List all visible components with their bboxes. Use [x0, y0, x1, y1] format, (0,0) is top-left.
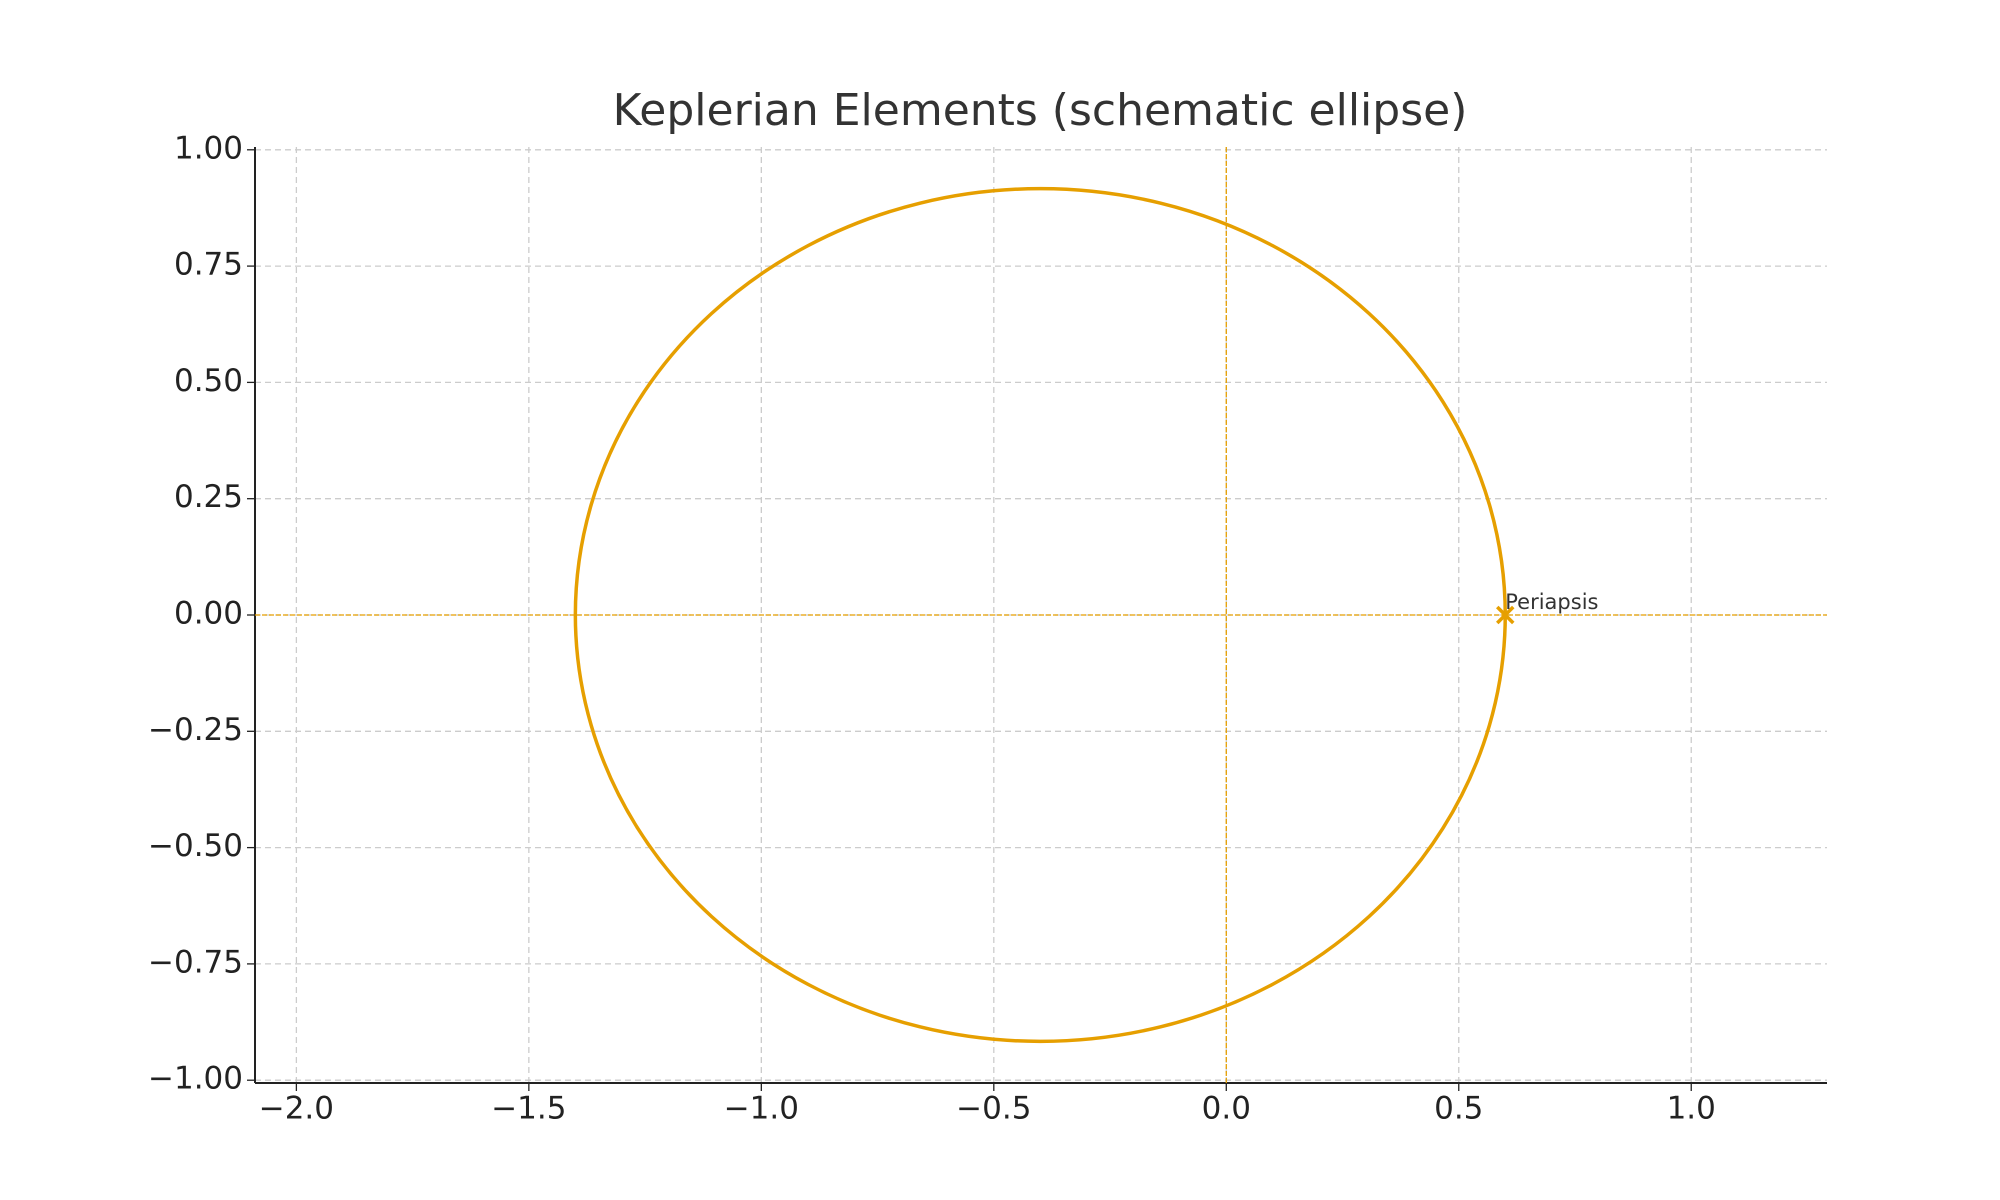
y-tick-label: −0.50 [148, 828, 243, 864]
x-tick-label: 1.0 [1667, 1091, 1716, 1127]
y-tick-label: 0.50 [174, 363, 243, 399]
y-tick-label: −1.00 [148, 1061, 243, 1097]
x-tick-label: 0.5 [1434, 1091, 1483, 1127]
y-tick-label: −0.75 [148, 944, 243, 980]
y-tick-label: 0.25 [174, 479, 243, 515]
y-tick-label: 1.00 [174, 130, 243, 166]
x-tick-label: −1.0 [724, 1091, 799, 1127]
y-tick-label: 0.00 [174, 596, 243, 632]
point-marker [1496, 605, 1515, 625]
x-tick-label: −1.5 [491, 1091, 566, 1127]
orbit-line [573, 186, 1507, 1044]
x-tick-label: −2.0 [259, 1091, 334, 1127]
y-tick-label: 0.75 [174, 247, 243, 283]
x-tick-label: 0.0 [1202, 1091, 1251, 1127]
y-tick-label: −0.25 [148, 712, 243, 748]
x-tick-label: −0.5 [956, 1091, 1031, 1127]
annotation: Periapsis [1505, 590, 1598, 614]
chart-title: Keplerian Elements (schematic ellipse) [613, 85, 1468, 136]
